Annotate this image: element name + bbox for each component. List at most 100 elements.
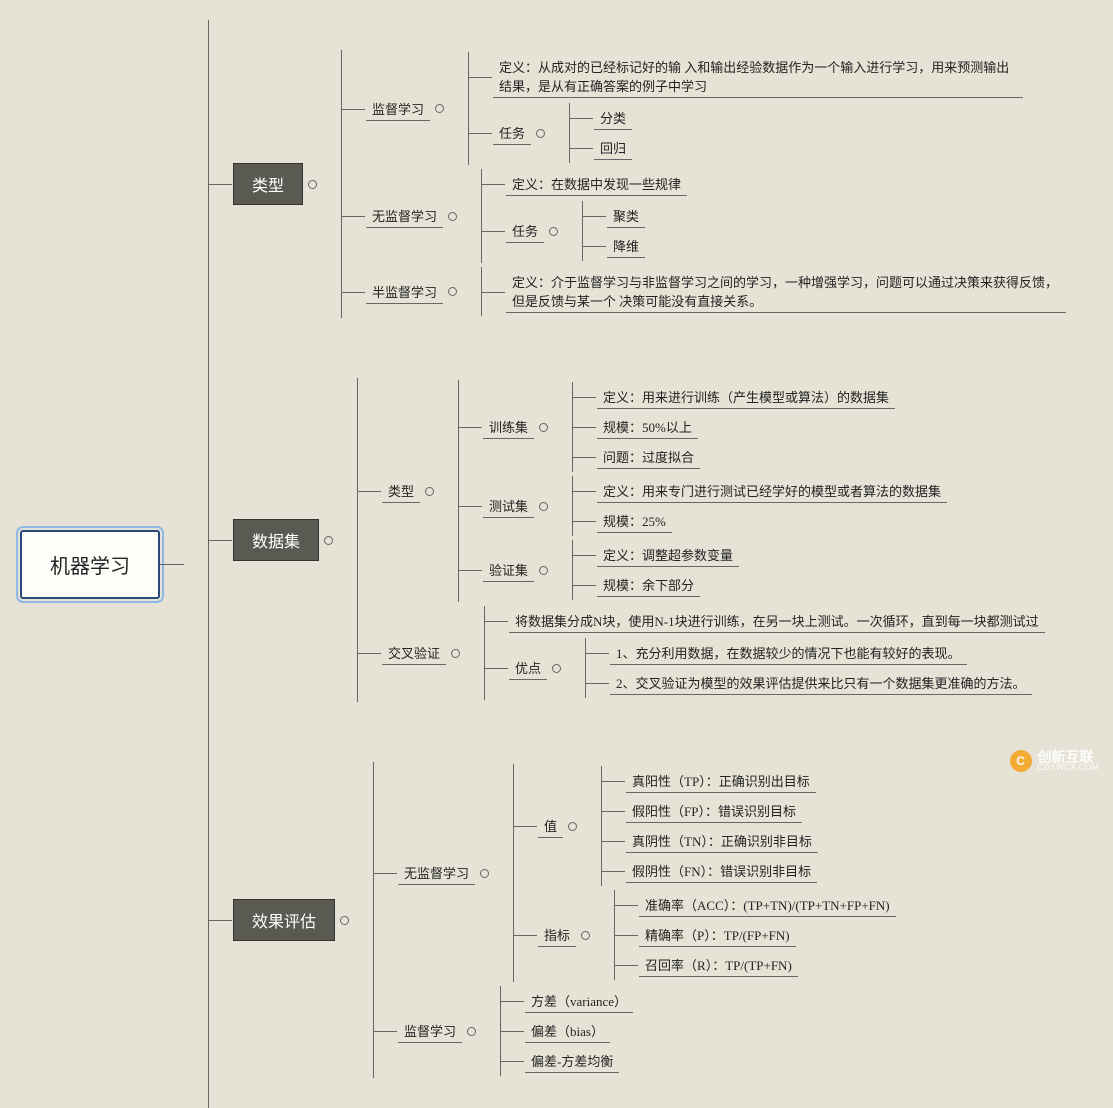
train-issue: 问题：过度拟合 xyxy=(597,445,700,469)
branch-dataset-label: 数据集 xyxy=(252,528,300,552)
watermark-icon: C xyxy=(1010,750,1032,772)
toggle-icon[interactable] xyxy=(451,649,460,658)
supervised-children: 定义：从成对的已经标记好的输 入和输出经验数据作为一个输入进行学习，用来预测输出… xyxy=(468,52,1023,165)
value-item: 假阳性（FP）：错误识别目标 xyxy=(626,799,802,823)
branch-eval-label: 效果评估 xyxy=(252,908,316,932)
supervised-tasks-node: 任务 分类 回归 xyxy=(493,103,632,163)
toggle-icon[interactable] xyxy=(467,1027,476,1036)
test-node: 测试集 定义：用来专门进行测试已经学好的模型或者算法的数据集 规模：25% xyxy=(483,476,947,536)
branch-type-label: 类型 xyxy=(252,172,284,196)
train-label[interactable]: 训练集 xyxy=(483,415,534,439)
eval-sup-children: 方差（variance） 偏差（bias） 偏差-方差均衡 xyxy=(500,986,633,1076)
toggle-icon[interactable] xyxy=(480,869,489,878)
metric-item: 精确率（P）：TP/(FP+FN) xyxy=(639,923,796,947)
values-children: 真阳性（TP）：正确识别出目标 假阳性（FP）：错误识别目标 真阴性（TN）：正… xyxy=(601,766,818,886)
task-item: 聚类 xyxy=(607,204,645,228)
toggle-icon[interactable] xyxy=(340,916,349,925)
toggle-icon[interactable] xyxy=(536,129,545,138)
type-children: 监督学习 定义：从成对的已经标记好的输 入和输出经验数据作为一个输入进行学习，用… xyxy=(341,50,1066,318)
toggle-icon[interactable] xyxy=(324,536,333,545)
toggle-icon[interactable] xyxy=(435,104,444,113)
cv-desc: 将数据集分成N块，使用N-1块进行训练，在另一块上测试。一次循环，直到每一块都测… xyxy=(509,609,1045,633)
valid-def: 定义：调整超参数变量 xyxy=(597,543,739,567)
mindmap-root-container: 机器学习 类型 监督学习 xyxy=(20,20,1093,1108)
toggle-icon[interactable] xyxy=(539,502,548,511)
eval-unsup-children: 值 真阳性（TP）：正确识别出目标 假阳性（FP）：错误识别目标 真阴性（TN）… xyxy=(513,764,896,982)
unsup-tasks-children: 聚类 降维 xyxy=(582,201,645,261)
metrics-children: 准确率（ACC）：(TP+TN)/(TP+TN+FP+FN) 精确率（P）：TP… xyxy=(614,890,896,980)
eval-unsup-node: 无监督学习 值 真阳性（TP）：正确识别出目标 假阳性（ xyxy=(398,764,896,982)
root-node[interactable]: 机器学习 xyxy=(20,530,160,599)
toggle-icon[interactable] xyxy=(425,487,434,496)
supervised-def-row: 定义：从成对的已经标记好的输 入和输出经验数据作为一个输入进行学习，用来预测输出… xyxy=(469,54,1023,99)
toggle-icon[interactable] xyxy=(308,180,317,189)
level1-children: 类型 监督学习 定义：从成对的已经标记好的输 入和输出经验数据作为一个输入进行学… xyxy=(208,20,1066,1108)
sup-item: 偏差-方差均衡 xyxy=(525,1049,619,1073)
supervised-label[interactable]: 监督学习 xyxy=(366,97,430,121)
unsup-tasks-node: 任务 聚类 降维 xyxy=(506,201,645,261)
cv-adv-label[interactable]: 优点 xyxy=(509,656,547,680)
task-item: 分类 xyxy=(594,106,632,130)
eval-unsup-label[interactable]: 无监督学习 xyxy=(398,861,475,885)
metrics-node: 指标 准确率（ACC）：(TP+TN)/(TP+TN+FP+FN) 精确率（P）… xyxy=(538,890,896,980)
semi-children: 定义：介于监督学习与非监督学习之间的学习，一种增强学习，问题可以通过决策来获得反… xyxy=(481,267,1066,316)
cv-node: 交叉验证 将数据集分成N块，使用N-1块进行训练，在另一块上测试。一次循环，直到… xyxy=(382,606,1045,700)
semi-node: 半监督学习 定义：介于监督学习与非监督学习之间的学习，一种增强学习，问题可以通过… xyxy=(366,267,1066,316)
test-def: 定义：用来专门进行测试已经学好的模型或者算法的数据集 xyxy=(597,479,947,503)
branch-eval[interactable]: 效果评估 xyxy=(233,899,335,941)
cv-adv-node: 优点 1、充分利用数据，在数据较少的情况下也能有较好的表现。 2、交叉验证为模型… xyxy=(509,638,1032,698)
valid-children: 定义：调整超参数变量 规模：余下部分 xyxy=(572,540,739,600)
test-label[interactable]: 测试集 xyxy=(483,494,534,518)
valid-label[interactable]: 验证集 xyxy=(483,558,534,582)
toggle-icon[interactable] xyxy=(581,931,590,940)
train-node: 训练集 定义：用来进行训练（产生模型或算法）的数据集 规模：50%以上 问题：过… xyxy=(483,382,895,472)
branch-type[interactable]: 类型 xyxy=(233,163,303,205)
supervised-node: 监督学习 定义：从成对的已经标记好的输 入和输出经验数据作为一个输入进行学习，用… xyxy=(366,52,1023,165)
eval-sup-node: 监督学习 方差（variance） 偏差（bias） 偏差-方差均衡 xyxy=(398,986,633,1076)
eval-children: 无监督学习 值 真阳性（TP）：正确识别出目标 假阳性（ xyxy=(373,762,896,1078)
eval-sup-label[interactable]: 监督学习 xyxy=(398,1019,462,1043)
toggle-icon[interactable] xyxy=(539,423,548,432)
tasks-children: 分类 回归 xyxy=(569,103,632,163)
ds-types-children: 训练集 定义：用来进行训练（产生模型或算法）的数据集 规模：50%以上 问题：过… xyxy=(458,380,947,602)
tasks-label[interactable]: 任务 xyxy=(493,121,531,145)
test-children: 定义：用来专门进行测试已经学好的模型或者算法的数据集 规模：25% xyxy=(572,476,947,536)
watermark-line1: 创新互联 xyxy=(1038,750,1099,764)
metric-item: 准确率（ACC）：(TP+TN)/(TP+TN+FP+FN) xyxy=(639,893,896,917)
cv-adv-item: 2、交叉验证为模型的效果评估提供来比只有一个数据集更准确的方法。 xyxy=(610,671,1032,695)
train-scale: 规模：50%以上 xyxy=(597,415,698,439)
ds-types-node: 类型 训练集 定义：用来进行训练（产生模型或算法）的数据集 xyxy=(382,380,947,602)
watermark: C 创新互联 CDXWCX.COM xyxy=(1010,750,1099,772)
cv-row: 交叉验证 将数据集分成N块，使用N-1块进行训练，在另一块上测试。一次循环，直到… xyxy=(358,606,1045,700)
branch-eval-row: 效果评估 无监督学习 值 xyxy=(209,762,1066,1078)
cv-label[interactable]: 交叉验证 xyxy=(382,641,446,665)
unsupervised-row: 无监督学习 定义：在数据中发现一些规律 任务 聚类 xyxy=(342,169,1066,263)
watermark-line2: CDXWCX.COM xyxy=(1038,764,1099,772)
value-item: 假阴性（FN）：错误识别非目标 xyxy=(626,859,817,883)
branch-dataset-row: 数据集 类型 训练集 xyxy=(209,378,1066,702)
supervised-definition: 定义：从成对的已经标记好的输 入和输出经验数据作为一个输入进行学习，用来预测输出… xyxy=(493,55,1023,98)
metrics-label[interactable]: 指标 xyxy=(538,923,576,947)
branch-eval-node: 效果评估 无监督学习 值 xyxy=(233,762,896,1078)
unsup-children: 定义：在数据中发现一些规律 任务 聚类 降维 xyxy=(481,169,687,263)
toggle-icon[interactable] xyxy=(568,822,577,831)
branch-dataset[interactable]: 数据集 xyxy=(233,519,319,561)
train-def: 定义：用来进行训练（产生模型或算法）的数据集 xyxy=(597,385,895,409)
unsupervised-label[interactable]: 无监督学习 xyxy=(366,204,443,228)
toggle-icon[interactable] xyxy=(552,664,561,673)
toggle-icon[interactable] xyxy=(539,566,548,575)
toggle-icon[interactable] xyxy=(549,227,558,236)
train-children: 定义：用来进行训练（产生模型或算法）的数据集 规模：50%以上 问题：过度拟合 xyxy=(572,382,895,472)
metric-item: 召回率（R）：TP/(TP+FN) xyxy=(639,953,798,977)
sup-item: 偏差（bias） xyxy=(525,1019,610,1043)
toggle-icon[interactable] xyxy=(448,287,457,296)
valid-scale: 规模：余下部分 xyxy=(597,573,700,597)
branch-type-row: 类型 监督学习 定义：从成对的已经标记好的输 入和输出经验数据作为一个输入进行学… xyxy=(209,50,1066,318)
values-label[interactable]: 值 xyxy=(538,814,563,838)
toggle-icon[interactable] xyxy=(448,212,457,221)
branch-dataset-node: 数据集 类型 训练集 xyxy=(233,378,1045,702)
semi-label[interactable]: 半监督学习 xyxy=(366,280,443,304)
ds-types-label[interactable]: 类型 xyxy=(382,479,420,503)
ds-types-row: 类型 训练集 定义：用来进行训练（产生模型或算法）的数据集 xyxy=(358,380,1045,602)
tasks-label[interactable]: 任务 xyxy=(506,219,544,243)
